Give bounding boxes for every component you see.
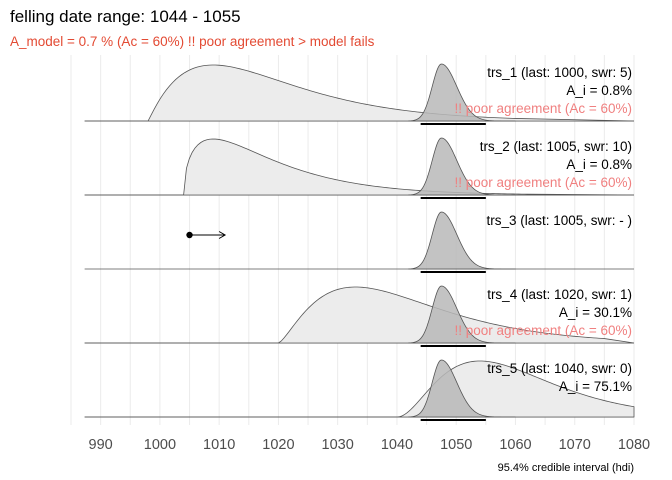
panel-trs_4: trs_4 (last: 1020, swr: 1) A_i = 30.1% !! … <box>84 285 635 347</box>
last-ring-point <box>186 231 193 239</box>
x-tick-label: 1030 <box>322 437 354 453</box>
agreement-index: A_i = 0.8% <box>566 157 632 172</box>
series-label: trs_3 (last: 1005, swr: - ) <box>486 213 632 228</box>
x-tick-label: 1010 <box>203 437 235 453</box>
agreement-index: A_i = 75.1% <box>559 379 632 394</box>
model-density <box>408 63 516 122</box>
arrow-head <box>218 231 227 239</box>
panel-trs_3: trs_3 (last: 1005, swr: - ) <box>84 211 634 273</box>
chart-title: felling date range: 1044 - 1055 <box>10 7 241 26</box>
x-tick-label: 1000 <box>144 437 176 453</box>
agreement-index: A_i = 30.1% <box>559 305 632 320</box>
x-tick-label: 1020 <box>262 437 294 453</box>
model-density <box>408 211 516 270</box>
agreement-index: A_i = 0.8% <box>566 83 632 98</box>
model-density <box>408 137 516 196</box>
chart-caption: 95.4% credible interval (hdi) <box>498 462 634 474</box>
panel-trs_5: trs_5 (last: 1040, swr: 0) A_i = 75.1% <box>84 359 635 421</box>
x-axis-ticks: 990 1000 1010 1020 1030 1040 1050 1060 1070 1080 <box>89 437 651 453</box>
series-label: trs_2 (last: 1005, swr: 10) <box>480 139 632 154</box>
poor-agreement-warning: !! poor agreement (Ac = 60%) <box>455 101 632 116</box>
x-tick-label: 1050 <box>440 437 472 453</box>
model-density <box>408 359 516 418</box>
panel-trs_1: trs_1 (last: 1000, swr: 5) A_i = 0.8% !! p… <box>84 63 635 125</box>
poor-agreement-warning: !! poor agreement (Ac = 60%) <box>455 323 632 338</box>
model-density <box>408 285 516 344</box>
chart-subtitle: A_model = 0.7 % (Ac = 60%) !! poor agree… <box>10 34 375 49</box>
series-label: trs_4 (last: 1020, swr: 1) <box>487 287 632 302</box>
series-label: trs_1 (last: 1000, swr: 5) <box>487 65 632 80</box>
series-label: trs_5 (last: 1040, swr: 0) <box>487 361 632 376</box>
x-tick-label: 1040 <box>381 437 413 453</box>
panels: trs_1 (last: 1000, swr: 5) A_i = 0.8% !! p… <box>84 63 635 421</box>
x-tick-label: 1080 <box>618 437 650 453</box>
x-tick-label: 1060 <box>499 437 531 453</box>
panel-trs_2: trs_2 (last: 1005, swr: 10) A_i = 0.8% !! … <box>84 137 635 199</box>
x-tick-label: 990 <box>89 437 113 453</box>
x-tick-label: 1070 <box>559 437 591 453</box>
poor-agreement-warning: !! poor agreement (Ac = 60%) <box>455 175 632 190</box>
